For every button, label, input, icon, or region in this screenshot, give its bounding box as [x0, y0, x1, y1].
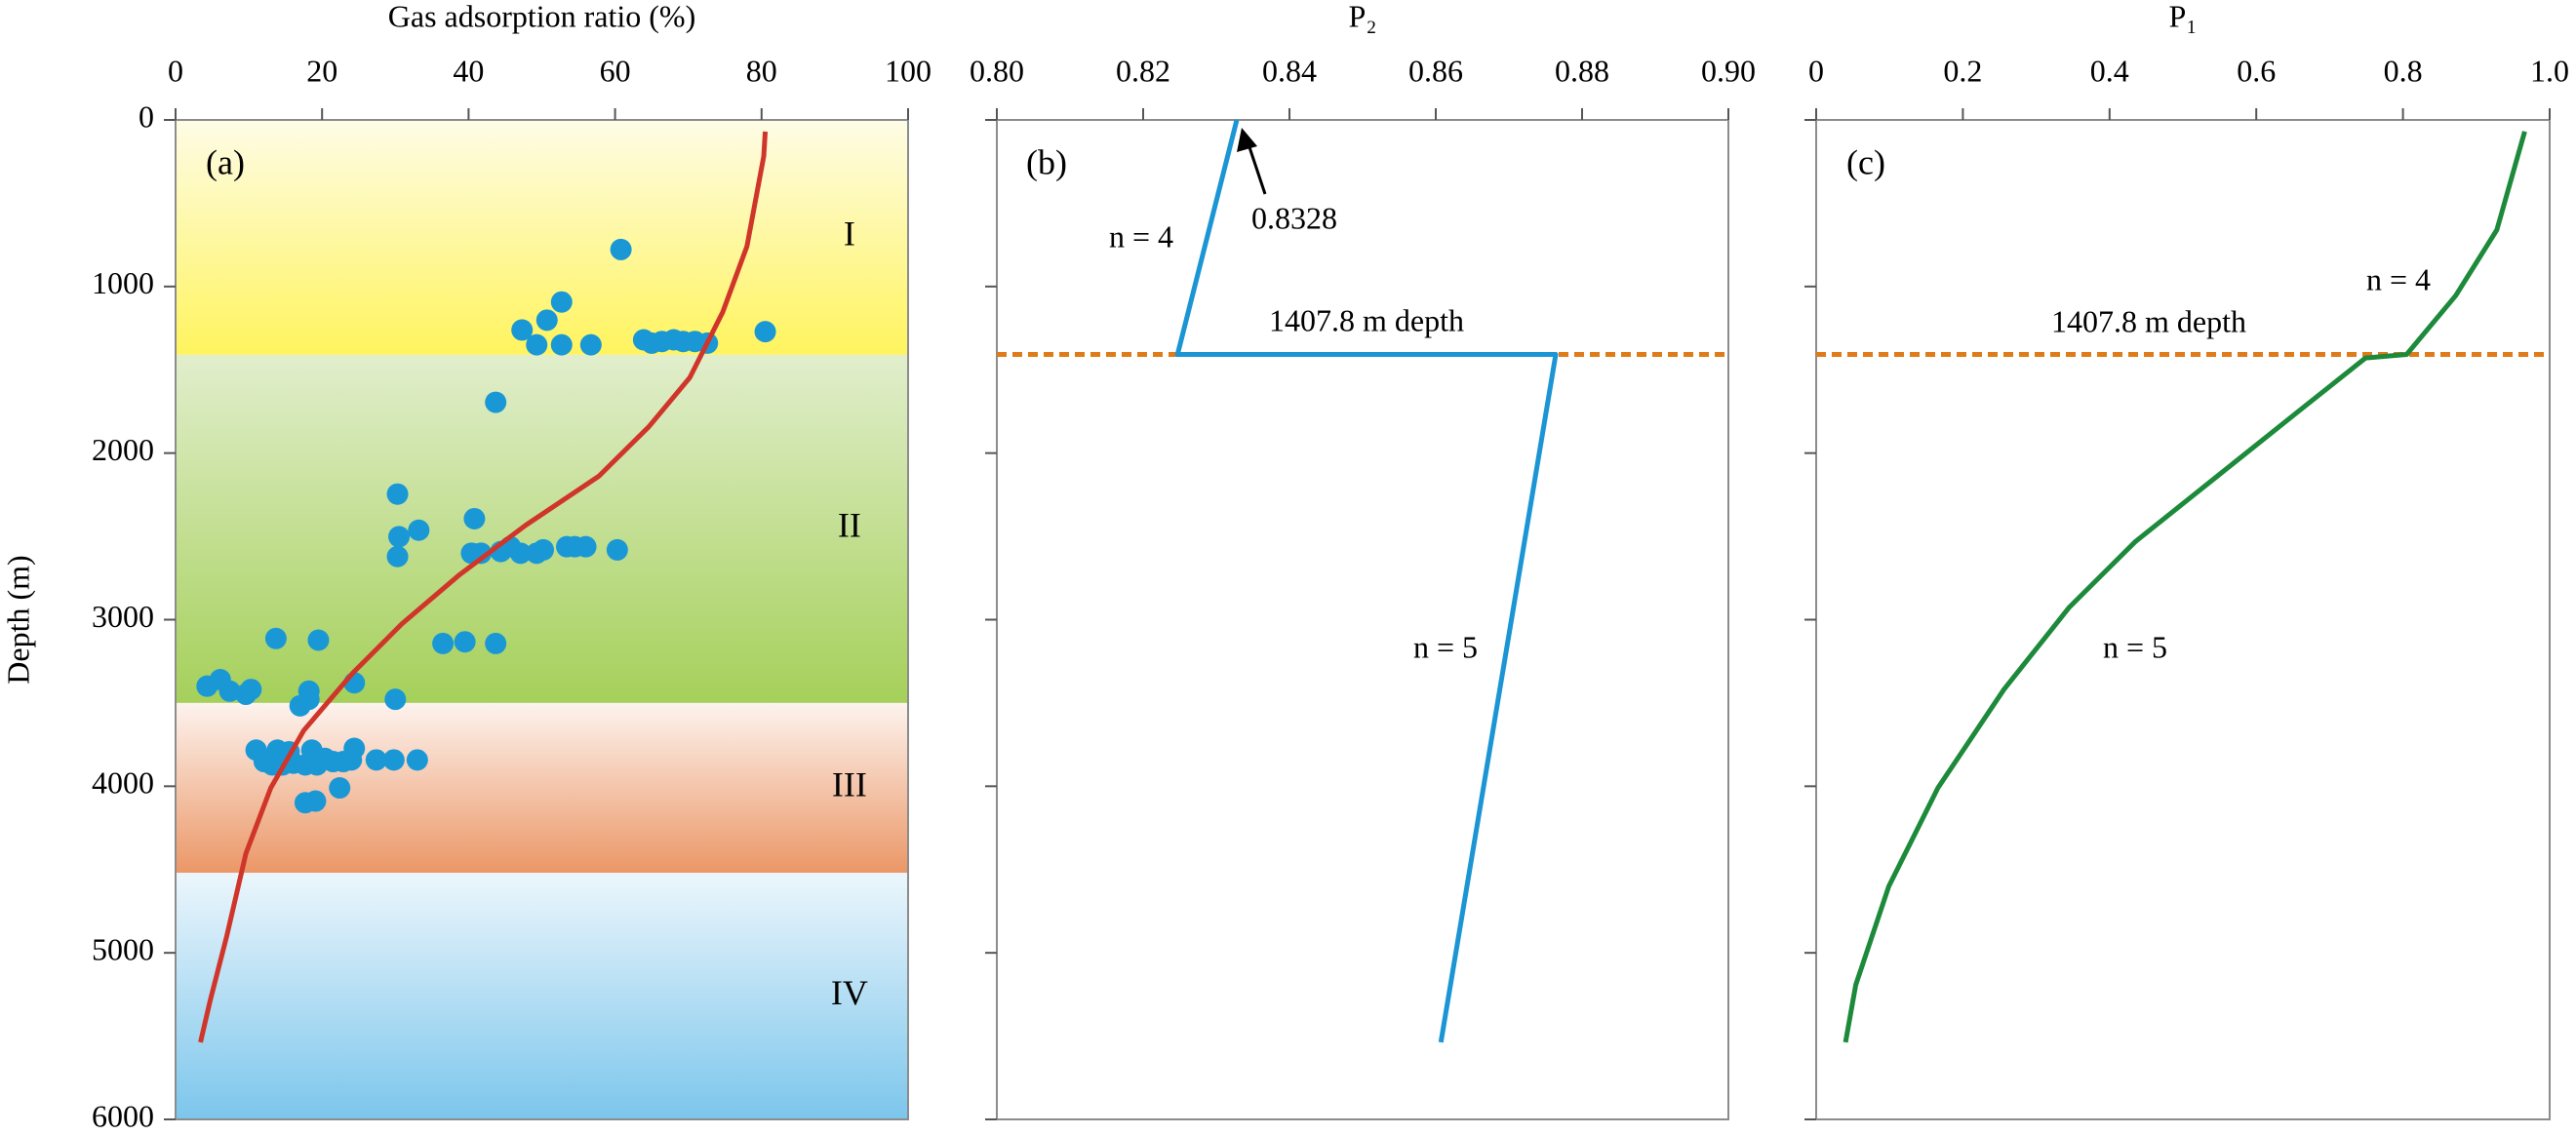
x-axis-label: P₂ — [1349, 0, 1377, 33]
x-tick-label: 0.84 — [1262, 53, 1317, 88]
data-point — [485, 632, 507, 654]
panel: 0 0.2 0.4 0.6 0.8 1.0 P₁ 1407.8 m depth (c) n = 4… — [1804, 0, 2569, 1120]
zone-band — [176, 873, 908, 1119]
data-point — [388, 526, 411, 548]
data-point — [606, 538, 628, 561]
y-tick-label: 5000 — [92, 932, 154, 967]
zone-label: I — [844, 215, 855, 254]
data-point — [384, 688, 407, 711]
data-point — [307, 629, 330, 651]
x-tick-label: 0.80 — [970, 53, 1024, 88]
annotation: 0.8328 — [1251, 200, 1337, 235]
zone-label: IV — [831, 973, 868, 1012]
zone-label: II — [838, 506, 861, 545]
x-tick-label: 0.82 — [1116, 53, 1170, 88]
reference-label: 1407.8 m depth — [2051, 303, 2246, 338]
zone-label: III — [832, 764, 867, 803]
reference-label: 1407.8 m depth — [1269, 302, 1464, 337]
annotation: n = 5 — [2103, 629, 2167, 664]
x-tick-label: 20 — [306, 53, 337, 88]
x-tick-label: 0.88 — [1555, 53, 1609, 88]
panel: 0.80 0.82 0.84 0.86 0.88 0.90 P₂ 1407.8 m depth… — [970, 0, 1756, 1120]
y-tick-label: 4000 — [92, 765, 154, 801]
y-axis-label: Depth (m) — [0, 555, 35, 684]
data-point — [289, 694, 311, 717]
y-tick-label: 6000 — [92, 1098, 154, 1133]
x-tick-label: 0 — [168, 53, 183, 88]
x-tick-label: 60 — [600, 53, 631, 88]
data-point — [550, 291, 573, 313]
panel-label: (c) — [1846, 142, 1885, 181]
annotation: n = 4 — [1109, 218, 1173, 254]
data-line — [198, 131, 769, 1043]
x-axis-label: Gas adsorption ratio (%) — [388, 0, 695, 33]
annotation: n = 4 — [2366, 261, 2431, 296]
data-point — [432, 632, 455, 654]
x-tick-label: 40 — [453, 53, 484, 88]
data-point — [329, 777, 351, 800]
data-point — [485, 391, 507, 413]
data-point — [218, 680, 241, 702]
x-tick-label: 0.90 — [1701, 53, 1756, 88]
y-tick-label: 3000 — [92, 599, 154, 634]
data-point — [264, 627, 287, 649]
data-point — [470, 542, 493, 565]
data-point — [408, 519, 430, 541]
annotation-arrowhead — [1237, 128, 1257, 152]
y-tick-label: 0 — [139, 98, 154, 134]
x-tick-label: 0.86 — [1408, 53, 1463, 88]
panel-label: (a) — [206, 142, 245, 181]
x-tick-label: 80 — [746, 53, 777, 88]
data-point — [406, 749, 428, 771]
data-point — [535, 309, 558, 332]
annotation: n = 5 — [1413, 629, 1478, 664]
x-tick-label: 0.6 — [2237, 53, 2276, 88]
data-point — [526, 333, 548, 356]
x-axis-label: P₁ — [2169, 0, 2198, 33]
data-point — [240, 679, 262, 701]
plot-frame — [996, 119, 1729, 1120]
data-line — [1843, 131, 2527, 1043]
data-point — [365, 749, 387, 771]
panel-label: (b) — [1026, 142, 1067, 181]
y-tick-label: 1000 — [92, 265, 154, 300]
data-point — [579, 333, 602, 356]
x-tick-label: 0 — [1808, 53, 1824, 88]
data-point — [509, 542, 532, 565]
data-point — [340, 749, 363, 771]
y-tick-label: 2000 — [92, 432, 154, 467]
data-point — [382, 749, 405, 771]
data-point — [386, 545, 409, 568]
data-point — [533, 538, 555, 561]
data-point — [454, 631, 476, 653]
x-tick-label: 0.4 — [2090, 53, 2129, 88]
data-point — [575, 535, 597, 558]
data-point — [304, 790, 327, 812]
plot-frame — [1815, 119, 2551, 1120]
zone-band — [176, 702, 908, 874]
data-point — [511, 319, 534, 341]
data-point — [463, 507, 486, 529]
zone-band — [176, 354, 908, 703]
x-tick-label: 100 — [885, 53, 931, 88]
data-point — [610, 238, 632, 260]
x-tick-label: 1.0 — [2530, 53, 2569, 88]
x-tick-label: 0.2 — [1943, 53, 1982, 88]
x-tick-label: 0.8 — [2384, 53, 2423, 88]
data-point — [386, 483, 409, 505]
data-point — [754, 321, 776, 343]
data-line — [1174, 119, 1559, 1043]
data-point — [550, 333, 573, 356]
